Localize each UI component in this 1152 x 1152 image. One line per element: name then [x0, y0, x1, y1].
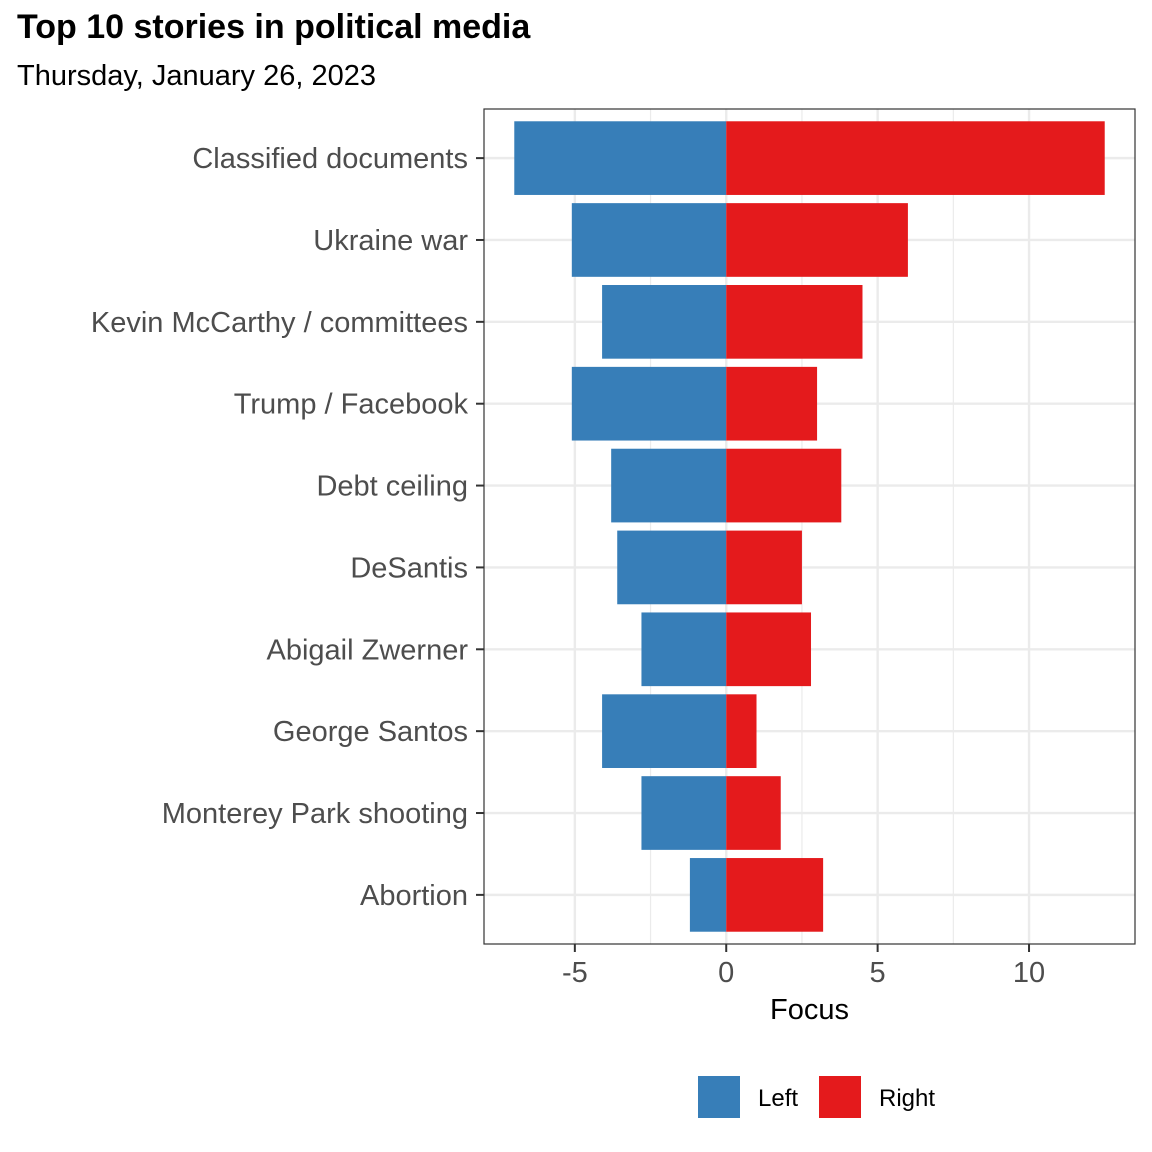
legend: Left Right — [698, 1076, 935, 1118]
x-tick-label: 10 — [1013, 957, 1045, 989]
legend-key-left — [698, 1076, 740, 1118]
bar-right — [726, 694, 757, 768]
y-tick-label: George Santos — [273, 716, 468, 748]
x-axis: -5 0 5 10 — [562, 944, 1045, 989]
bar-left — [689, 858, 727, 932]
bar-left — [571, 203, 727, 277]
x-tick-label: -5 — [562, 957, 588, 989]
y-tick-label: Monterey Park shooting — [162, 798, 468, 830]
panel-border — [483, 108, 1136, 945]
y-tick-label: Classified documents — [192, 143, 468, 175]
legend-label-right: Right — [879, 1085, 935, 1112]
bar-right — [726, 776, 781, 850]
y-axis: Classified documents Ukraine war Kevin McC… — [91, 143, 484, 912]
bar-left — [617, 530, 727, 605]
x-tick-label: 0 — [718, 957, 734, 989]
chart-subtitle: Thursday, January 26, 2023 — [17, 60, 376, 92]
bar-left — [602, 285, 727, 359]
legend-label-left: Left — [758, 1085, 798, 1112]
x-tick-label: 5 — [870, 957, 886, 989]
y-tick-label: Trump / Facebook — [234, 389, 469, 421]
bar-right — [726, 448, 842, 523]
legend-key-right — [819, 1076, 861, 1118]
bar-left — [602, 694, 727, 768]
bar-left — [571, 366, 727, 441]
bar-left — [641, 612, 727, 687]
bar-right — [726, 366, 818, 441]
y-tick-label: Abigail Zwerner — [267, 634, 469, 666]
bar-right — [726, 121, 1105, 195]
bar-left — [514, 121, 727, 195]
x-axis-title: Focus — [770, 994, 849, 1026]
y-tick-label: Abortion — [360, 880, 468, 912]
y-tick-label: Ukraine war — [313, 225, 468, 257]
y-tick-label: Debt ceiling — [316, 471, 468, 503]
chart-title: Top 10 stories in political media — [17, 8, 531, 46]
y-tick-label: Kevin McCarthy / committees — [91, 307, 468, 339]
bar-right — [726, 858, 824, 932]
bar-left — [641, 776, 727, 850]
bar-right — [726, 285, 863, 359]
bar-right — [726, 612, 812, 687]
bar-right — [726, 203, 908, 277]
bar-right — [726, 530, 802, 605]
bar-left — [611, 448, 727, 523]
y-tick-label: DeSantis — [350, 552, 468, 584]
bars — [514, 121, 1105, 932]
